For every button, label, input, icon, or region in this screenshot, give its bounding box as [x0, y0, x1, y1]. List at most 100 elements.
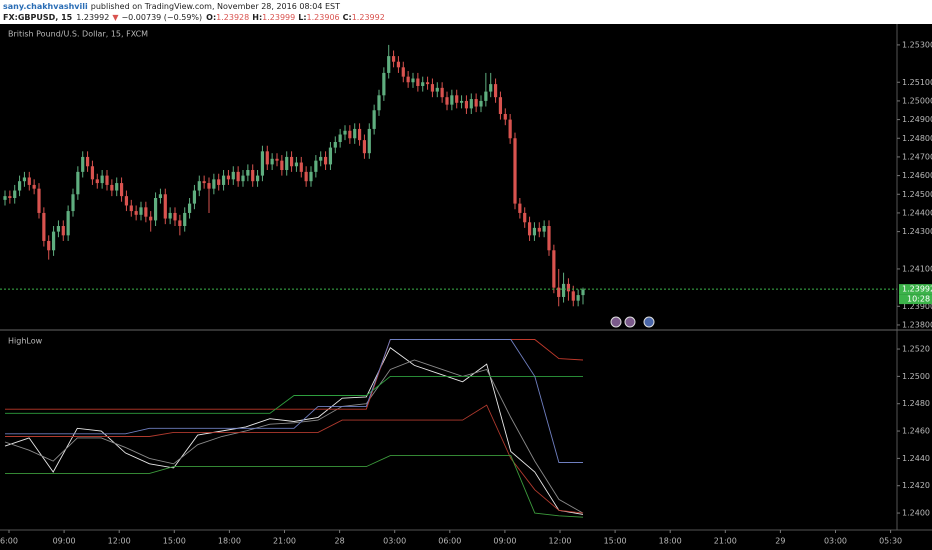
candle-body	[450, 95, 454, 105]
candle-body	[484, 91, 488, 101]
candle-body	[387, 56, 391, 73]
icon[interactable]	[643, 316, 655, 328]
l-label: L:	[298, 13, 306, 22]
candle-body	[455, 95, 459, 103]
candle-body	[246, 169, 250, 176]
indicator-line	[5, 375, 583, 414]
indicator-line	[4, 347, 584, 515]
candle-body	[566, 283, 571, 292]
candle-body	[168, 212, 172, 219]
candle-body	[547, 226, 551, 251]
y-tick-label: 1.2460	[902, 427, 930, 436]
candle-body	[158, 194, 163, 199]
candle-body	[333, 141, 337, 148]
candle-body	[110, 184, 114, 191]
low: 1.23906	[307, 13, 340, 22]
y-tick-label: 1.2420	[902, 481, 930, 490]
candle-body	[95, 179, 99, 184]
y-tick-label: 1.25000	[902, 96, 932, 105]
indicator-line	[4, 359, 584, 514]
candle-body	[430, 84, 435, 92]
candle-body	[474, 99, 478, 107]
candle-body	[144, 207, 148, 217]
candle-body	[343, 130, 347, 135]
x-tick-label: 05:30	[879, 537, 902, 546]
candle-body	[289, 156, 294, 167]
y-tick-label: 1.24800	[902, 134, 932, 143]
candle-body	[353, 128, 357, 139]
y-tick-label: 1.24100	[902, 264, 932, 273]
candle-body	[304, 171, 308, 182]
x-tick-label: 6:00	[0, 537, 18, 546]
published: published on TradingView.com, November 2…	[91, 2, 340, 11]
candle-body	[357, 128, 362, 141]
icon[interactable]	[610, 316, 622, 328]
candle-body	[411, 78, 415, 83]
candle-body	[119, 183, 124, 197]
candle-body	[85, 156, 90, 167]
candle-body	[51, 231, 56, 251]
x-tick-label: 12:00	[108, 537, 131, 546]
candle-body	[56, 226, 61, 232]
candle-body	[66, 211, 70, 236]
candle-body	[139, 207, 143, 215]
candle-body	[362, 140, 367, 154]
x-tick-label: 06:00	[438, 537, 461, 546]
h-label: H:	[252, 13, 262, 22]
y-tick-label: 1.24700	[902, 152, 932, 161]
y-tick-label: 1.25100	[902, 78, 932, 87]
icon[interactable]	[624, 316, 636, 328]
candle-body	[445, 97, 449, 105]
candle-body	[3, 196, 7, 200]
change: −0.00739 (−0.59%)	[121, 13, 202, 22]
candle-body	[202, 181, 206, 184]
candle-body	[163, 194, 167, 219]
x-tick-label: 09:00	[493, 537, 516, 546]
x-tick-label: 15:00	[163, 537, 186, 546]
candle-body	[236, 171, 240, 182]
candle-body	[299, 162, 303, 172]
author[interactable]: sany.chakhvashvili	[3, 2, 88, 11]
candle-body	[226, 175, 231, 180]
candle-body	[561, 283, 566, 297]
candle-body	[401, 67, 405, 77]
candle-body	[581, 289, 585, 296]
candle-body	[542, 226, 546, 232]
candle-body	[134, 211, 138, 215]
candle-body	[212, 179, 216, 189]
y-tick-label: 1.24400	[902, 208, 932, 217]
y-tick-label: 1.24900	[902, 115, 932, 124]
candle-body	[571, 291, 575, 301]
candle-body	[372, 110, 376, 129]
candle-body	[270, 158, 274, 165]
candle-body	[532, 227, 537, 236]
candle-body	[129, 205, 133, 212]
candle-body	[217, 179, 221, 185]
y-tick-label: 1.2480	[902, 399, 930, 408]
candle-body	[527, 222, 532, 236]
indicator-line	[5, 339, 583, 463]
candle-body	[255, 175, 260, 182]
countdown: 10:28	[907, 295, 930, 304]
last: 1.23992	[76, 13, 109, 22]
x-tick-label: 09:00	[53, 537, 76, 546]
candle-body	[328, 147, 333, 165]
candle-body	[47, 240, 51, 251]
y-tick-label: 1.2520	[902, 345, 930, 354]
candle-body	[391, 56, 396, 62]
publish-line: sany.chakhvashvili published on TradingVi…	[3, 2, 340, 11]
x-tick-label: 18:00	[659, 537, 682, 546]
x-tick-label: 21:00	[714, 537, 737, 546]
header-bg	[0, 0, 932, 24]
candle-body	[314, 160, 318, 172]
candle-body	[576, 295, 580, 301]
candle-body	[348, 130, 352, 139]
candle-body	[425, 82, 430, 85]
candle-body	[493, 84, 498, 98]
arrow: ▼	[112, 13, 119, 22]
last-price-box	[899, 284, 932, 295]
candle-body	[27, 177, 31, 185]
candle-body	[275, 158, 279, 161]
candle-body	[42, 212, 46, 241]
